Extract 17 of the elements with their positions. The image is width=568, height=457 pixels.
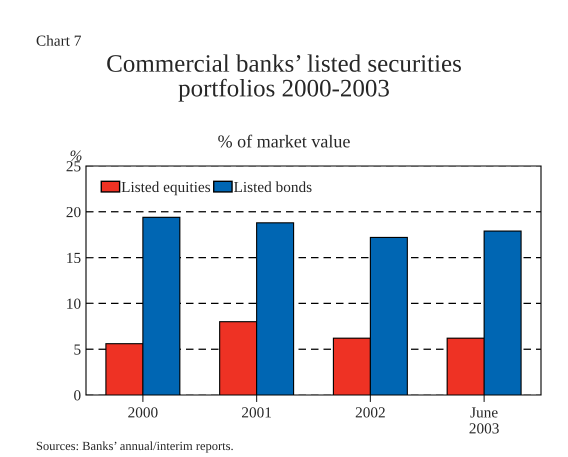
- y-tick-label: 25: [66, 161, 81, 172]
- y-tick-label: 10: [67, 298, 81, 309]
- y-tick-label: 15: [67, 252, 81, 264]
- chart-title: Commercial banks’ listed securities portfolios 2000-2003: [107, 54, 461, 102]
- y-tick-label: 20: [66, 206, 81, 218]
- x-tick-label: 2001: [242, 407, 271, 418]
- source-note: Sources: Banks’ annual/interim reports.: [36, 441, 233, 453]
- y-axis-title: %: [70, 150, 82, 161]
- legend-label: Listed bonds: [234, 181, 312, 192]
- legend-label: Listed equities: [122, 181, 210, 196]
- caption: Chart 7: [36, 35, 81, 46]
- chart-subtitle: % of market value: [218, 134, 350, 148]
- x-tick-label: 2000: [128, 407, 158, 418]
- x-tick-label: June 2003: [470, 407, 499, 434]
- y-tick-label: 0: [74, 390, 81, 400]
- x-tick-label: 2002: [356, 407, 385, 418]
- y-tick-label: 5: [74, 344, 81, 355]
